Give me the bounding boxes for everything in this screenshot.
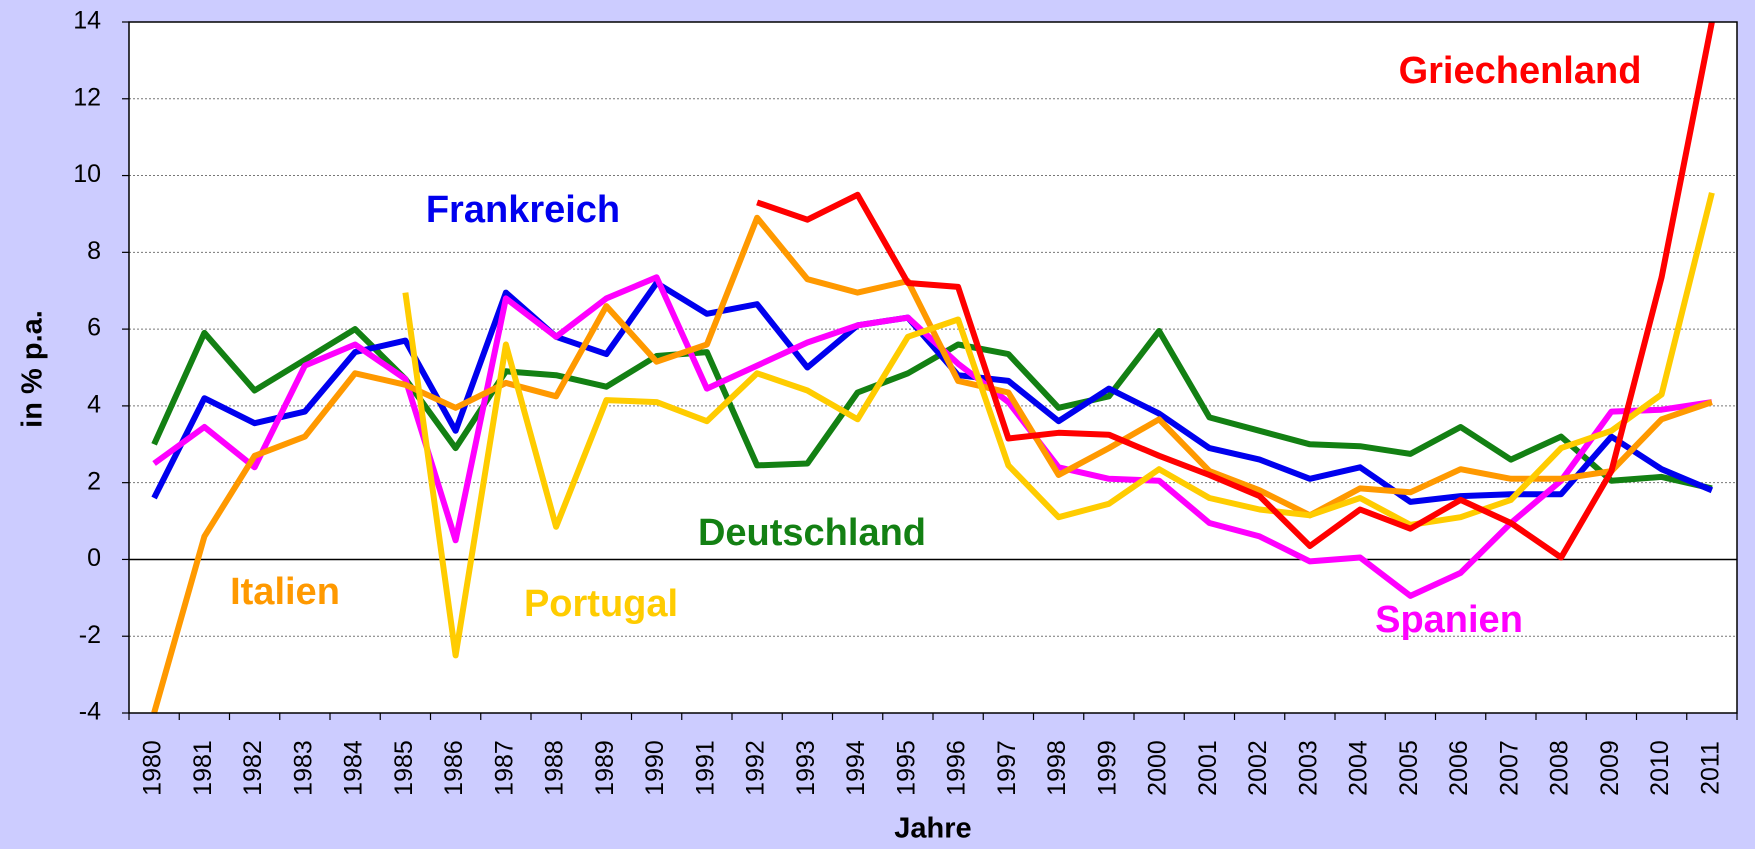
x-tick-label: 1993 — [792, 740, 820, 796]
y-tick-label: -4 — [79, 698, 101, 726]
x-tick-label: 1984 — [340, 740, 368, 796]
x-tick-label: 2002 — [1244, 740, 1272, 796]
x-tick-label: 2008 — [1546, 740, 1574, 796]
x-tick-label: 1981 — [189, 740, 217, 796]
x-tick-label: 1989 — [591, 740, 619, 796]
x-tick-label: 2003 — [1294, 740, 1322, 796]
x-tick-label: 1992 — [742, 740, 770, 796]
x-tick-label: 2001 — [1194, 740, 1222, 796]
y-tick-label: -2 — [79, 621, 101, 649]
x-axis-title: Jahre — [894, 813, 971, 845]
x-tick-label: 2011 — [1696, 741, 1724, 795]
series-label: Spanien — [1375, 599, 1523, 641]
x-tick-label: 2005 — [1395, 740, 1423, 796]
x-tick-label: 1985 — [390, 740, 418, 796]
y-tick-label: 0 — [87, 544, 101, 572]
y-tick-label: 4 — [87, 390, 101, 418]
series-label: Griechenland — [1399, 50, 1642, 92]
x-tick-label: 1995 — [892, 740, 920, 796]
y-tick-label: 14 — [73, 7, 101, 35]
series-line — [756, 21, 1715, 561]
x-tick-label: 1982 — [239, 740, 267, 796]
y-tick-label: 6 — [87, 314, 101, 342]
y-tick-label: 10 — [73, 160, 101, 188]
x-tick-label: 1998 — [1043, 740, 1071, 796]
x-tick-label: 2004 — [1345, 740, 1373, 796]
x-tick-label: 1983 — [289, 740, 317, 796]
x-tick-label: 1994 — [842, 740, 870, 796]
series-label: Frankreich — [426, 189, 620, 231]
x-tick-label: 2006 — [1445, 740, 1473, 796]
y-tick-label: 8 — [87, 237, 101, 265]
y-tick-label: 12 — [73, 83, 101, 111]
x-tick-label: 1988 — [541, 740, 569, 796]
x-tick-label: 1991 — [691, 740, 719, 796]
series-label: Deutschland — [698, 512, 926, 554]
x-tick-label: 1980 — [139, 740, 167, 796]
y-axis-title: in % p.a. — [17, 310, 49, 428]
series-line — [152, 274, 1713, 599]
x-tick-label: 1986 — [440, 740, 468, 796]
series-line — [402, 192, 1715, 659]
x-tick-label: 2009 — [1596, 740, 1624, 796]
x-tick-label: 1997 — [993, 740, 1021, 796]
plot-border — [128, 21, 1738, 714]
series-label: Portugal — [524, 583, 678, 625]
x-tick-label: 1987 — [490, 740, 518, 796]
x-tick-label: 1990 — [641, 740, 669, 796]
series-label: Italien — [230, 571, 340, 613]
x-tick-label: 2010 — [1646, 740, 1674, 796]
x-tick-label: 1996 — [943, 740, 971, 796]
x-tick-label: 2007 — [1495, 740, 1523, 796]
y-tick-label: 2 — [87, 467, 101, 495]
x-tick-label: 1999 — [1093, 740, 1121, 796]
x-tick-label: 2000 — [1144, 740, 1172, 796]
